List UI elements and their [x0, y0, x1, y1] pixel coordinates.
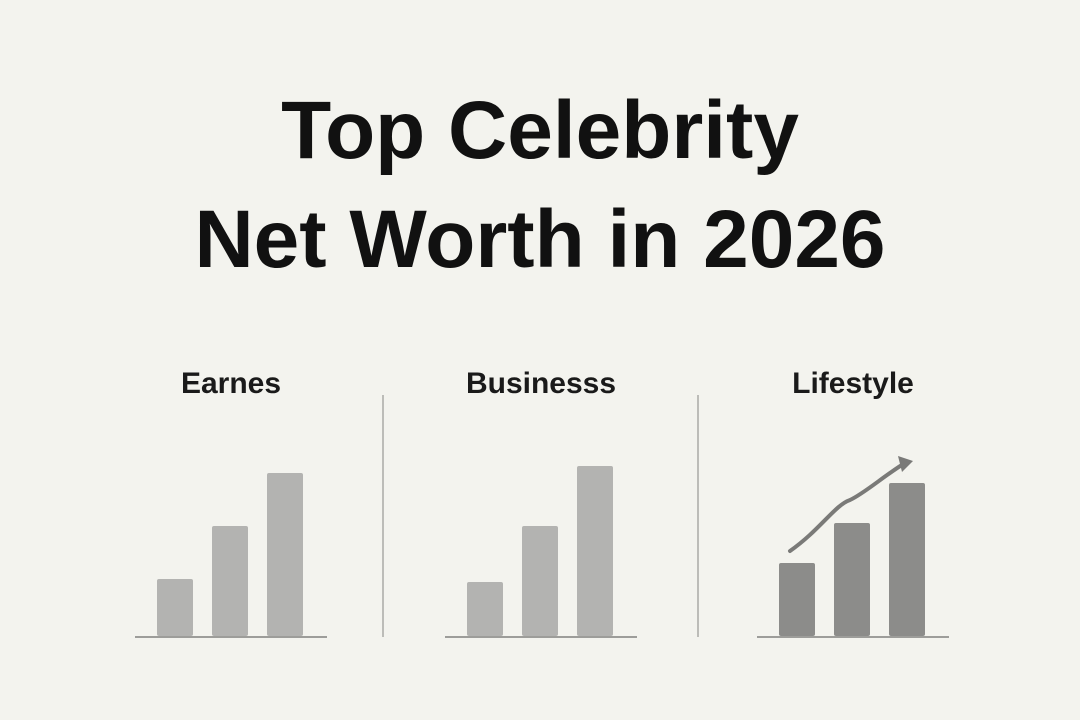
bar — [889, 483, 925, 636]
bar — [267, 473, 303, 636]
bar — [467, 582, 503, 636]
bar — [522, 526, 558, 636]
title-line: Net Worth in 2026 — [194, 194, 885, 285]
chart-title: Lifestyle — [792, 367, 914, 400]
bar — [834, 523, 870, 636]
arrow-head — [898, 456, 913, 472]
bar — [157, 579, 193, 636]
chart-title: Earnes — [181, 367, 281, 400]
bar — [212, 526, 248, 636]
chart-title: Businesss — [466, 367, 616, 400]
bar — [779, 563, 815, 636]
bar — [577, 466, 613, 636]
trend-arrow — [788, 461, 907, 553]
title-line: Top Celebrity — [281, 85, 799, 176]
